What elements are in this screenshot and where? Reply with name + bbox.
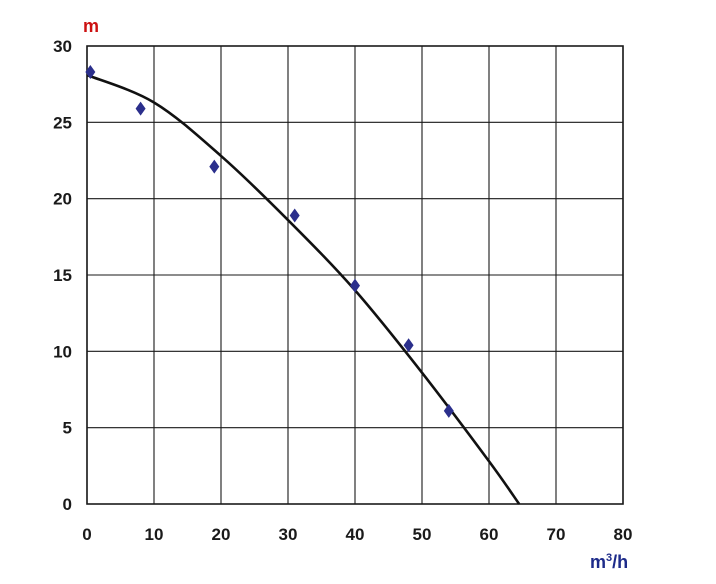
data-point-diamond: [350, 278, 360, 293]
x-axis-label-superscript: 3: [606, 552, 612, 564]
data-point-diamond: [403, 338, 414, 353]
point-layer: [85, 64, 454, 418]
y-tick-label: 15: [53, 266, 72, 285]
x-tick-label: 20: [212, 525, 231, 544]
data-point-diamond: [135, 101, 146, 116]
x-axis-label-base: m: [590, 552, 606, 572]
data-point-diamond: [443, 403, 454, 418]
y-axis-label: m: [83, 16, 99, 36]
y-tick-label: 0: [63, 495, 72, 514]
x-tick-labels: 0 10 20 30 40 50 60 70 80: [82, 525, 632, 544]
data-point-diamond: [289, 208, 300, 223]
y-tick-label: 20: [53, 190, 72, 209]
data-point-diamond: [85, 64, 96, 79]
x-tick-label: 40: [346, 525, 365, 544]
x-axis-label-tail: /h: [612, 552, 628, 572]
x-tick-label: 50: [413, 525, 432, 544]
y-tick-label: 30: [53, 37, 72, 56]
y-tick-labels: 0 5 10 15 20 25 30: [53, 37, 72, 514]
y-tick-label: 10: [53, 342, 72, 361]
x-axis-label: m3/h: [590, 552, 628, 572]
y-tick-label: 5: [63, 419, 72, 438]
x-tick-label: 10: [145, 525, 164, 544]
fitted-curve: [86, 73, 521, 505]
data-point-diamond: [209, 159, 220, 174]
curve-layer: [86, 73, 521, 505]
grid: [86, 45, 624, 505]
plot-frame: [86, 45, 624, 505]
x-tick-label: 70: [547, 525, 566, 544]
x-tick-label: 60: [480, 525, 499, 544]
x-tick-label: 30: [279, 525, 298, 544]
x-tick-label: 0: [82, 525, 91, 544]
x-tick-label: 80: [614, 525, 633, 544]
y-tick-label: 25: [53, 113, 72, 132]
